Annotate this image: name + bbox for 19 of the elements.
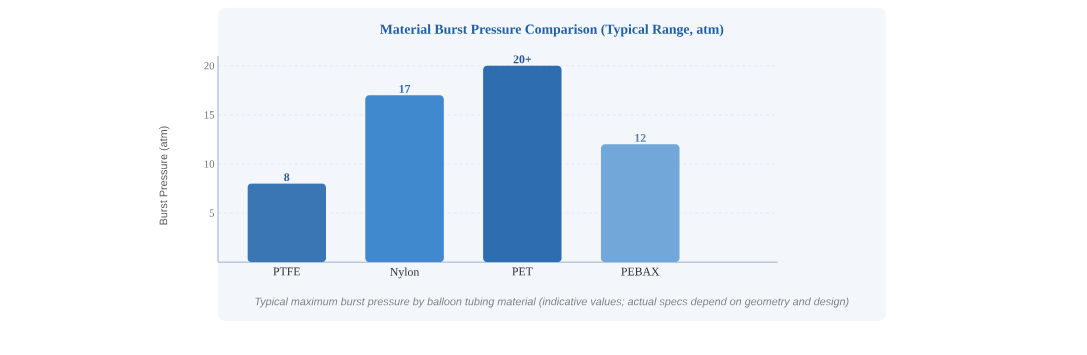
- chart-title: Material Burst Pressure Comparison (Typical Range, atm): [380, 23, 724, 37]
- bar: [483, 65, 562, 262]
- x-tick-label: PTFE: [273, 267, 300, 276]
- y-tick-label: 10: [204, 160, 215, 168]
- text: Typical maximum burst pressure by balloon tubing material (indicative values; actual specs depend on geometry and design): [255, 297, 849, 308]
- y-tick-label: 20: [204, 61, 215, 70]
- x-tick-label: PET: [512, 267, 533, 276]
- y-tick-label: 5: [209, 209, 215, 217]
- data-label: 20+: [513, 55, 532, 64]
- bar: [600, 144, 680, 262]
- x-tick-label: PEBAX: [621, 267, 660, 276]
- data-label: 17: [399, 84, 411, 93]
- data-label: 8: [284, 172, 290, 181]
- y-axis-title: Burst Pressure (atm): [159, 126, 170, 225]
- y-tick-label: 15: [204, 111, 215, 119]
- x-tick-label: Nylon: [390, 267, 420, 279]
- data-label: 12: [635, 133, 646, 142]
- bar: [247, 183, 327, 262]
- bar: [365, 95, 444, 262]
